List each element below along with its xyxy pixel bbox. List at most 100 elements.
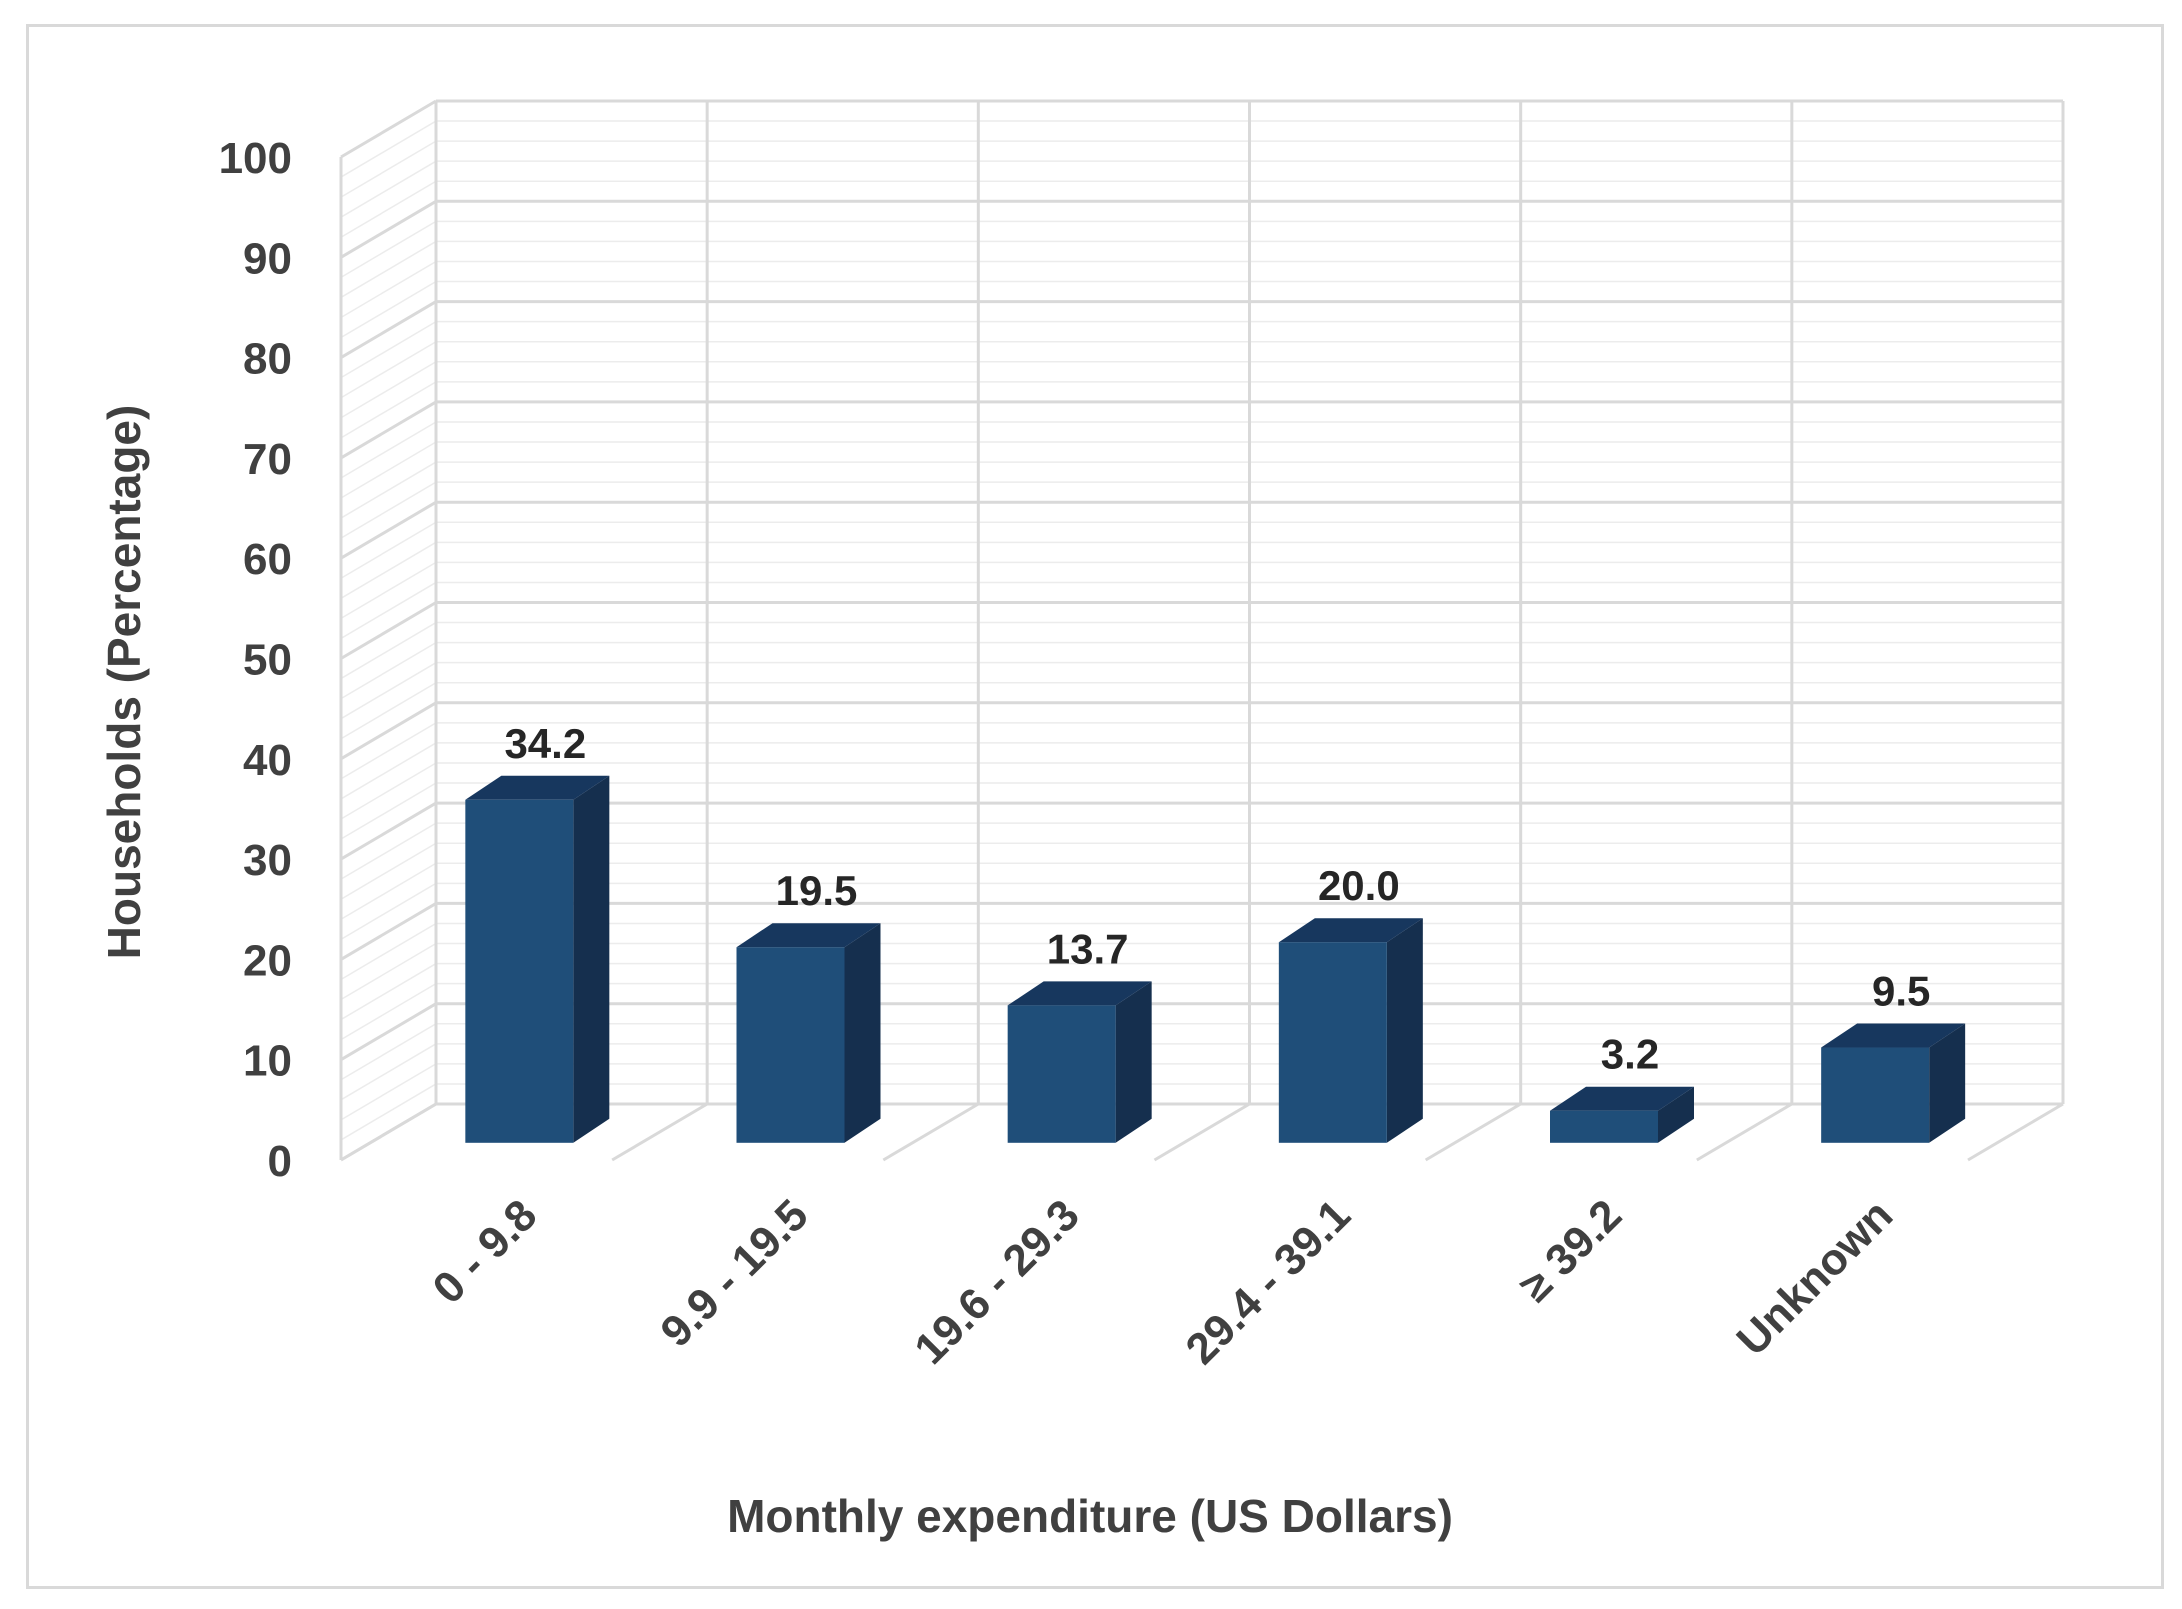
minor-gridline-side	[340, 722, 437, 780]
floor-line	[340, 1102, 437, 1162]
x-tick-label: ≥ 39.2	[1510, 1190, 1631, 1311]
floor-line	[1153, 1102, 1251, 1162]
bar-top	[1278, 918, 1423, 943]
minor-gridline-side	[340, 822, 437, 880]
y-tick-label: 100	[219, 134, 292, 183]
y-tick-label: 20	[243, 936, 292, 985]
x-tick-label: 29.4 - 39.1	[1176, 1190, 1359, 1373]
minor-gridline-side	[340, 962, 437, 1021]
minor-gridline-side	[340, 321, 437, 379]
minor-gridline-side	[340, 782, 437, 840]
chart-frame	[26, 24, 2164, 1589]
y-tick-label: 70	[243, 435, 292, 484]
minor-gridline-side	[340, 120, 437, 178]
value-label: 34.2	[504, 720, 586, 767]
minor-gridline-side	[340, 541, 437, 599]
bar-top	[1821, 1023, 1966, 1048]
minor-gridline-side	[340, 1083, 437, 1141]
bar-top	[465, 775, 610, 800]
y-tick-label: 80	[243, 335, 292, 384]
x-tick-label: 19.6 - 29.3	[905, 1190, 1088, 1373]
y-tick-label: 10	[243, 1037, 292, 1086]
gridline-side	[340, 500, 437, 560]
bar	[736, 947, 845, 1143]
gridline-side	[340, 701, 437, 761]
gridline-side	[340, 400, 437, 460]
minor-gridline-side	[340, 421, 437, 479]
y-tick-label: 30	[243, 836, 292, 885]
y-axis-title: Households (Percentage)	[98, 405, 150, 960]
bar	[1007, 1005, 1116, 1143]
bar-side	[1386, 918, 1423, 1143]
gridline-side	[340, 300, 437, 359]
minor-gridline-side	[340, 280, 437, 339]
minor-gridline-side	[340, 441, 437, 499]
value-label: 19.5	[776, 867, 858, 914]
y-axis-ticks: 0 10 20 30 40 50 60 70 80 90 100	[219, 134, 292, 1186]
bar-side	[1115, 981, 1152, 1143]
minor-gridline-side	[340, 521, 437, 579]
minor-gridline-side	[340, 220, 437, 279]
gridline-side	[340, 902, 437, 961]
x-tick-label: Unknown	[1728, 1190, 1903, 1365]
bar-top	[1007, 981, 1152, 1006]
minor-gridline-side	[340, 762, 437, 820]
bar	[465, 799, 574, 1143]
minor-gridline-side	[340, 742, 437, 800]
minor-gridline-side	[340, 381, 437, 439]
x-axis-ticks: 0 - 9.8 9.9 - 19.5 19.6 - 29.3 29.4 - 39.1 ≥…	[424, 1190, 1903, 1373]
minor-gridline-side	[340, 842, 437, 900]
gridline-side	[340, 200, 437, 259]
bar-top	[736, 923, 881, 948]
floor-line	[1967, 1102, 2064, 1162]
minor-gridline-side	[340, 882, 437, 940]
minor-gridline-side	[340, 461, 437, 519]
bar-side	[1658, 1086, 1694, 1143]
floor-line	[1424, 1102, 1522, 1162]
x-axis-title: Monthly expenditure (US Dollars)	[727, 1490, 1453, 1542]
gridline-side	[340, 801, 437, 861]
minor-gridline-side	[340, 942, 437, 1001]
floor-line	[1696, 1102, 1793, 1162]
bar-side	[1929, 1023, 1966, 1143]
gridline-side	[340, 1002, 437, 1061]
minor-gridline-side	[340, 581, 437, 640]
bar	[1821, 1047, 1930, 1143]
gridline-side	[340, 99, 437, 159]
minor-gridline-side	[340, 621, 437, 680]
minor-gridline-side	[340, 160, 437, 218]
y-tick-label: 90	[243, 234, 292, 283]
x-tick-label: 9.9 - 19.5	[651, 1190, 817, 1356]
gridlines	[339, 99, 2065, 1162]
minor-gridline-side	[340, 641, 437, 700]
minor-gridline-side	[340, 481, 437, 539]
bar-top	[1550, 1086, 1694, 1111]
value-label: 9.5	[1872, 968, 1930, 1015]
y-tick-label: 50	[243, 636, 292, 685]
minor-gridline-side	[340, 140, 437, 198]
minor-gridline-side	[340, 180, 437, 238]
x-tick-label: 0 - 9.8	[424, 1190, 547, 1313]
bar-side	[844, 923, 881, 1143]
minor-gridline-side	[340, 240, 437, 299]
bars	[465, 775, 1966, 1143]
value-label: 20.0	[1318, 862, 1400, 909]
value-labels: 34.2 19.5 13.7 20.0 3.2 9.5	[504, 720, 1930, 1078]
gridline-side	[340, 601, 437, 660]
value-label: 13.7	[1047, 925, 1129, 972]
minor-gridline-side	[340, 662, 437, 720]
minor-gridline-side	[340, 862, 437, 920]
y-tick-label: 60	[243, 535, 292, 584]
y-tick-label: 0	[268, 1137, 292, 1186]
minor-gridline-side	[340, 561, 437, 620]
floor-line	[882, 1102, 980, 1162]
minor-gridline-side	[340, 361, 437, 419]
y-tick-label: 40	[243, 736, 292, 785]
value-label: 3.2	[1601, 1031, 1659, 1078]
minor-gridline-side	[340, 682, 437, 740]
minor-gridline-side	[340, 982, 437, 1041]
minor-gridline-side	[340, 922, 437, 981]
minor-gridline-side	[340, 260, 437, 319]
bar	[1278, 942, 1387, 1143]
